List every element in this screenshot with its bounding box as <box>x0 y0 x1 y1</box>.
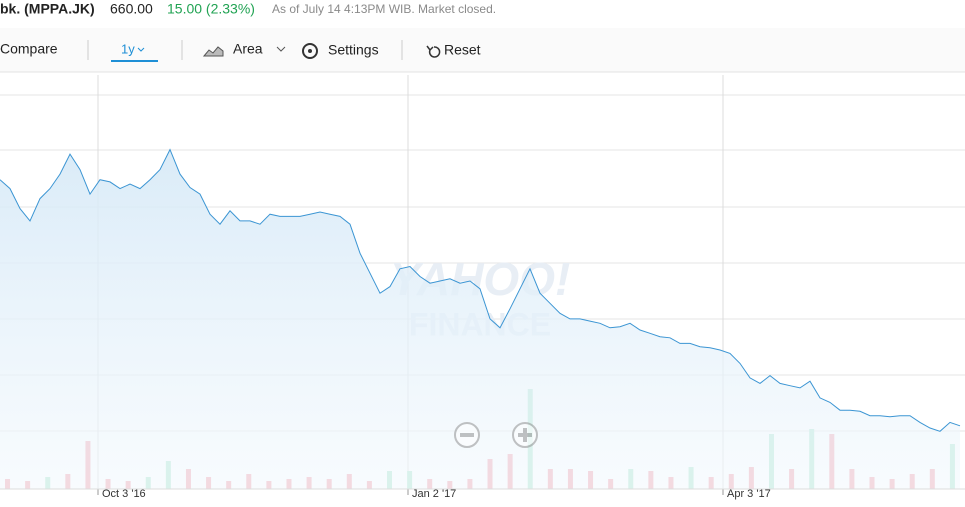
price-line <box>0 148 961 432</box>
range-underline <box>111 60 158 62</box>
toolbar <box>0 28 965 72</box>
settings-icon-dot <box>308 49 312 53</box>
compare-button[interactable]: Compare <box>0 41 58 57</box>
timestamp: As of July 14 4:13PM WIB. Market closed. <box>272 2 496 16</box>
type-caret <box>276 46 286 52</box>
x-tick-label: Jan 2 '17 <box>412 488 456 500</box>
area-icon <box>202 46 224 57</box>
zoom-out[interactable] <box>454 422 480 448</box>
x-tick-label: Oct 3 '16 <box>102 488 146 500</box>
reset-button[interactable]: Reset <box>444 42 481 58</box>
settings-button[interactable]: Settings <box>328 42 379 58</box>
zoom-in[interactable] <box>512 422 538 448</box>
area-fill <box>0 149 960 489</box>
price-change: 15.00 (2.33%) <box>167 1 255 17</box>
settings-icon <box>302 43 318 59</box>
chart-type-button[interactable]: Area <box>233 41 263 57</box>
range-button[interactable]: 1y <box>121 41 135 56</box>
price: 660.00 <box>110 1 153 17</box>
reset-icon <box>426 45 441 58</box>
x-tick-label: Apr 3 '17 <box>727 488 771 500</box>
ticker-title: bk. (MPPA.JK) <box>0 1 95 17</box>
range-caret <box>137 47 145 52</box>
